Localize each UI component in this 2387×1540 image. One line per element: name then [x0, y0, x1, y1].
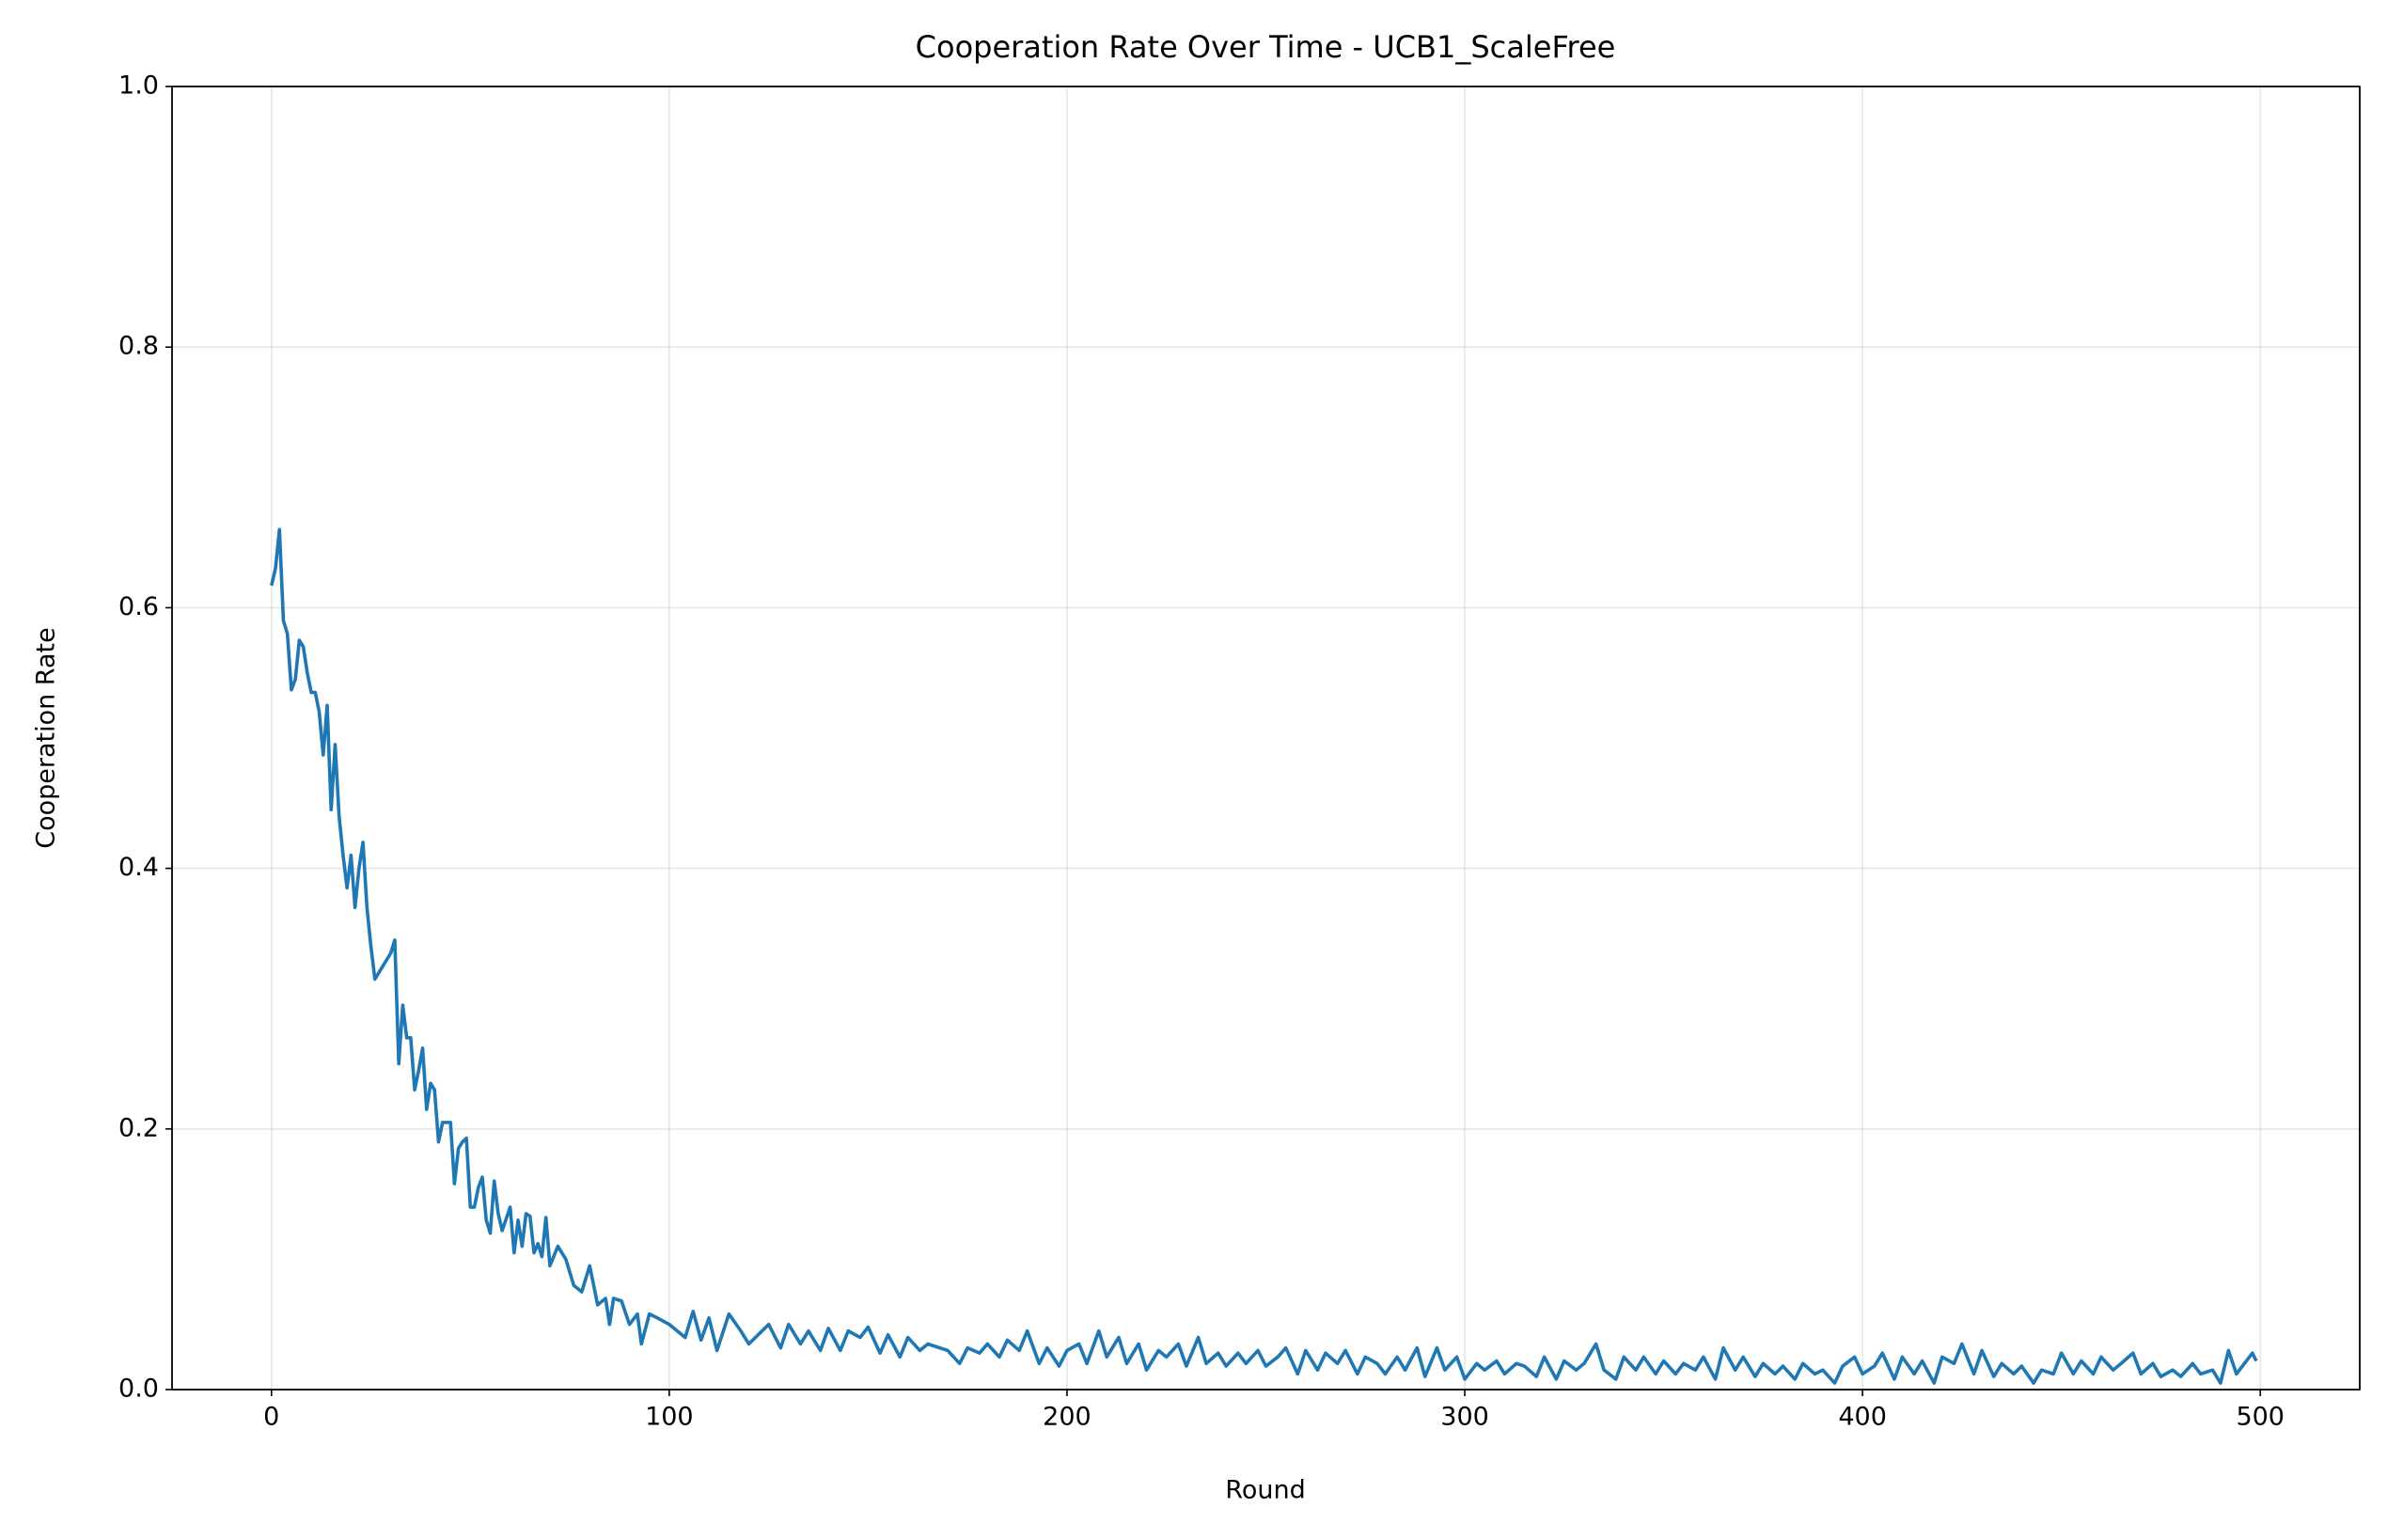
y-tick-label: 0.8	[118, 332, 159, 361]
y-tick-label: 0.4	[118, 853, 159, 882]
y-tick-label: 0.6	[118, 592, 159, 621]
x-tick-label: 200	[1043, 1403, 1091, 1432]
x-tick-label: 300	[1440, 1403, 1489, 1432]
y-tick-label: 1.0	[118, 71, 159, 101]
x-axis-label: Round	[1225, 1476, 1305, 1505]
x-tick-label: 0	[263, 1403, 279, 1432]
x-tick-label: 500	[2236, 1403, 2285, 1432]
data-line	[270, 527, 2258, 1385]
x-tick-label: 100	[645, 1403, 694, 1432]
y-tick-label: 0.0	[118, 1375, 159, 1404]
x-tick-label: 400	[1838, 1403, 1887, 1432]
chart-title: Cooperation Rate Over Time - UCB1_ScaleF…	[916, 29, 1616, 65]
plot-frame	[171, 86, 2361, 1391]
y-tick-label: 0.2	[118, 1113, 159, 1142]
y-axis-label: Cooperation Rate	[32, 627, 61, 849]
